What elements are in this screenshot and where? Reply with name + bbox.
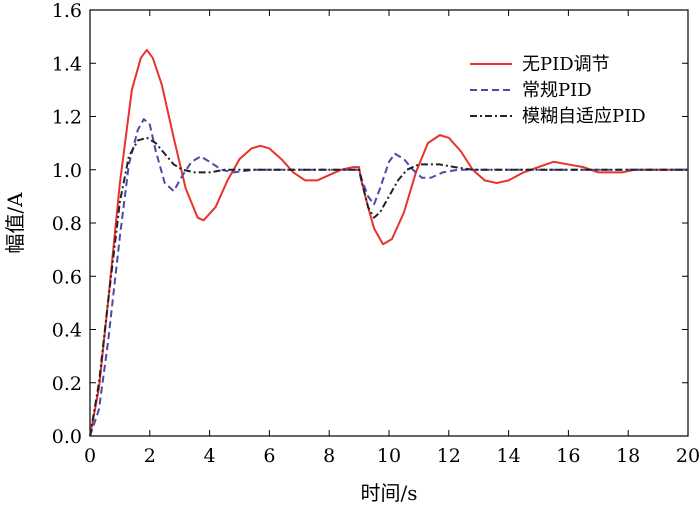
legend-entry-1: 常规PID (522, 80, 592, 101)
x-tick-label: 4 (204, 445, 216, 467)
y-tick-label: 1.6 (52, 0, 82, 22)
x-tick-label: 10 (377, 445, 401, 467)
series-layer (89, 48, 688, 437)
y-axis-label: 幅值/A (3, 192, 27, 254)
x-tick-label: 0 (84, 445, 96, 467)
y-tick-label: 0.8 (52, 213, 82, 235)
y-tick-label: 1.4 (52, 53, 82, 75)
y-tick-label: 1.2 (52, 107, 82, 129)
x-tick-label: 14 (497, 445, 521, 467)
x-tick-label: 12 (437, 445, 461, 467)
x-tick-label: 16 (556, 445, 580, 467)
y-tick-label: 0.6 (52, 266, 82, 288)
y-tick-label: 0.2 (52, 373, 82, 395)
y-tick-label: 1.0 (52, 160, 82, 182)
legend-entry-0: 无PID调节 (522, 54, 610, 75)
x-tick-label: 20 (676, 445, 700, 467)
axes: 0 2 4 6 8 10 12 14 16 18 20 0.0 0.2 0.4 0.6 0.8 1.0 1.2 1.… (52, 0, 700, 467)
x-axis-label: 时间/s (360, 481, 417, 505)
y-tick-label: 0.0 (52, 426, 82, 448)
x-tick-label: 6 (263, 445, 275, 467)
x-tick-label: 18 (616, 445, 640, 467)
y-tick-label: 0.4 (52, 320, 82, 342)
x-tick-label: 8 (323, 445, 335, 467)
series-line-2 (89, 136, 688, 437)
legend-entry-2: 模糊自适应PID (522, 106, 646, 127)
x-tick-label: 2 (144, 445, 156, 467)
